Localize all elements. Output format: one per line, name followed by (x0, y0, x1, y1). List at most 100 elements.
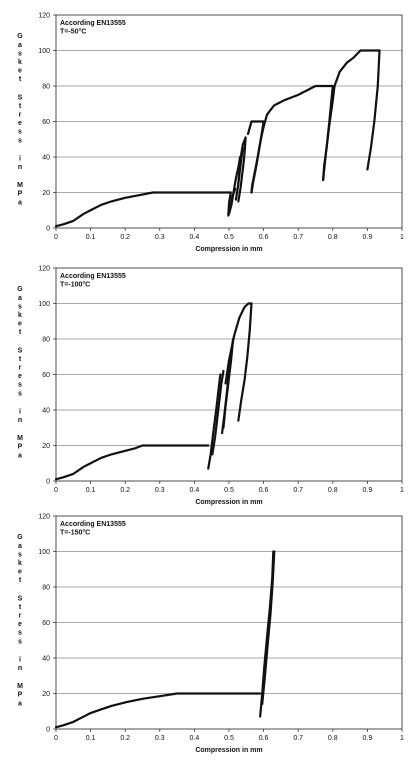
y-axis-label-char: r (19, 612, 22, 619)
x-tick-label: 0.1 (86, 735, 96, 742)
y-axis-label-char: e (18, 621, 22, 628)
x-tick-label: 0.1 (86, 487, 96, 494)
x-axis-label: Compression in mm (195, 499, 262, 506)
x-tick-label: 0.1 (86, 234, 96, 241)
y-axis-label-char: s (18, 390, 22, 397)
x-tick-label: 0.7 (293, 735, 303, 742)
series-line (366, 49, 381, 171)
x-tick-label: 0.2 (120, 234, 130, 241)
series-line (261, 550, 276, 706)
x-tick-label: 0.8 (328, 735, 338, 742)
series-line (246, 120, 265, 136)
y-axis-label-char: M (17, 435, 23, 442)
y-tick-label: 20 (42, 443, 50, 450)
x-axis-label: Compression in mm (195, 246, 262, 253)
x-axis-label: Compression in mm (195, 747, 262, 754)
y-tick-label: 20 (42, 190, 50, 197)
x-tick-label: 0.6 (259, 234, 269, 241)
y-axis-label-char: k (18, 59, 22, 66)
y-axis-label-char: e (18, 68, 22, 75)
series-line (250, 125, 265, 194)
y-axis-label-char: t (19, 103, 22, 110)
y-axis-label-char: S (18, 347, 23, 354)
y-axis-label-char: k (18, 560, 22, 567)
chart-svg: 0 20 40 60 80 100 120 0 0.1 0.2 0.3 0.4 0.5 0.6 0.7 0.8… (17, 514, 404, 755)
x-tick-label: 0.9 (363, 735, 373, 742)
y-tick-label: 0 (46, 727, 50, 734)
y-tick-label: 80 (42, 84, 50, 91)
y-tick-label: 20 (42, 691, 50, 698)
x-tick-label: 0.8 (328, 487, 338, 494)
x-tick-label: 0.9 (363, 234, 373, 241)
series-line (207, 373, 222, 470)
series-line (222, 337, 235, 429)
y-axis-label-char: S (18, 94, 23, 101)
y-axis-label-char: a (18, 700, 22, 707)
x-tick-label: 0.7 (293, 487, 303, 494)
y-axis-label-char: r (19, 364, 22, 371)
chart-annotation-line: T=-150°C (60, 529, 90, 537)
series-line (54, 692, 262, 729)
y-axis-label-char: s (18, 129, 22, 136)
x-tick-label: 0.5 (224, 735, 234, 742)
series-line (322, 84, 336, 182)
y-axis-label-char: e (18, 373, 22, 380)
x-tick-label: 0 (54, 487, 58, 494)
y-axis-label-char: s (18, 630, 22, 637)
chart-panel-minus-50: 0 20 40 60 80 100 120 0 0.1 0.2 0.3 0.4 0.5 0.6 0.7 0.8… (0, 0, 420, 256)
y-tick-label: 40 (42, 656, 50, 663)
series-line (237, 302, 253, 422)
y-axis-label-char: s (18, 137, 22, 144)
x-tick-label: 0.5 (224, 487, 234, 494)
x-tick-label: 0.3 (155, 735, 165, 742)
chart-panel-minus-150: 0 20 40 60 80 100 120 0 0.1 0.2 0.3 0.4 0.5 0.6 0.7 0.8… (0, 512, 420, 769)
chart-annotation-line: According EN13555 (60, 521, 126, 528)
y-axis-label-char: n (18, 417, 22, 424)
x-tick-label: 0.6 (259, 487, 269, 494)
y-axis-label-char: i (19, 155, 21, 162)
y-axis-label-char: t (19, 356, 22, 363)
x-tick-label: 0.4 (190, 487, 200, 494)
y-tick-label: 60 (42, 119, 50, 126)
x-tick-label: 0.5 (224, 234, 234, 241)
x-tick-label: 0.2 (120, 487, 130, 494)
y-tick-label: 120 (38, 514, 50, 521)
x-tick-label: 0.3 (155, 487, 165, 494)
chart-svg: 0 20 40 60 80 100 120 0 0.1 0.2 0.3 0.4 0.5 0.6 0.7 0.8… (17, 13, 404, 254)
x-tick-label: 1 (400, 234, 404, 241)
x-tick-label: 0.6 (259, 735, 269, 742)
y-tick-label: 120 (38, 13, 50, 20)
y-axis-label-char: r (19, 111, 22, 118)
y-axis-label-char: e (18, 321, 22, 328)
series-line (54, 191, 232, 228)
y-axis-label-char: e (18, 569, 22, 576)
y-axis-label-char: a (18, 42, 22, 49)
x-tick-label: 0.3 (155, 234, 165, 241)
y-tick-label: 0 (46, 226, 50, 233)
chart-annotation-line: According EN13555 (60, 20, 126, 27)
y-axis-label-char: G (17, 534, 23, 541)
series-line (211, 369, 225, 456)
chart-svg: 0 20 40 60 80 100 120 0 0.1 0.2 0.3 0.4 0.5 0.6 0.7 0.8… (17, 266, 404, 507)
y-axis-label-char: G (17, 286, 23, 293)
y-axis-label-char: G (17, 33, 23, 40)
y-axis-label-char: s (18, 50, 22, 57)
y-tick-label: 100 (38, 549, 50, 556)
series-line (237, 136, 247, 203)
x-tick-label: 0.4 (190, 234, 200, 241)
y-tick-label: 100 (38, 48, 50, 55)
y-tick-label: 60 (42, 620, 50, 627)
series-line (54, 444, 210, 481)
y-axis-label-char: t (19, 329, 22, 336)
y-tick-label: 100 (38, 301, 50, 308)
y-axis-label-char: a (18, 295, 22, 302)
x-tick-label: 0.4 (190, 735, 200, 742)
y-tick-label: 80 (42, 585, 50, 592)
series-line (237, 136, 247, 185)
y-tick-label: 60 (42, 372, 50, 379)
y-axis-label-char: k (18, 312, 22, 319)
x-tick-label: 0.8 (328, 234, 338, 241)
y-axis-label-char: n (18, 665, 22, 672)
y-tick-label: 40 (42, 155, 50, 162)
